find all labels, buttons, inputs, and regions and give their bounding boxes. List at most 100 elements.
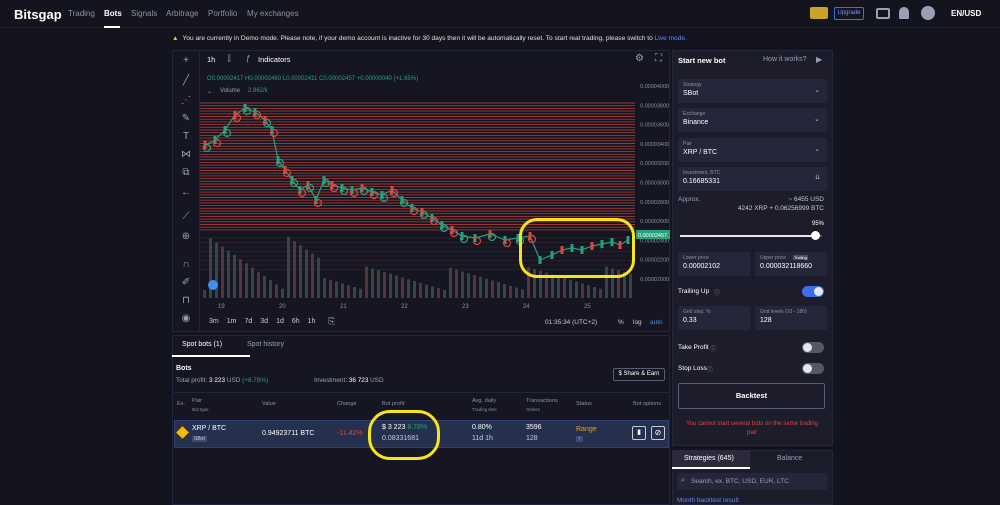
text-tool-icon[interactable]: T [182, 131, 190, 142]
lock-draw-icon[interactable]: ✐ [181, 277, 191, 288]
tab-spot-bots[interactable]: Spot bots (1) [182, 341, 223, 348]
volume-bar [365, 266, 368, 298]
interval-selector[interactable]: 1h [207, 55, 216, 64]
price-tick-label: 0.00003600 [640, 123, 669, 129]
magnet-icon[interactable]: ∩ [182, 259, 190, 270]
tab-spot-history[interactable]: Spot history [247, 341, 284, 348]
language-currency-selector[interactable]: EN/USD [951, 9, 982, 18]
range-6h[interactable]: 6h [291, 318, 300, 325]
order-marker [252, 110, 262, 120]
trendline-icon[interactable]: ╱ [182, 75, 190, 86]
col-avg-daily[interactable]: Avg. daily [472, 398, 497, 404]
handshake-icon[interactable] [810, 7, 828, 19]
logo[interactable]: Bitsgap [14, 7, 62, 22]
range-7d[interactable]: 7d [244, 318, 253, 325]
fib-icon[interactable]: ⋰ [181, 95, 191, 106]
col-transactions[interactable]: Transactions [526, 398, 558, 404]
col-value[interactable]: Value [262, 401, 276, 407]
back-arrow-icon[interactable]: ← [181, 187, 191, 198]
grid-levels-input[interactable]: Grid levels (10 - 180) 128 [755, 306, 827, 330]
stop-loss-toggle[interactable] [802, 363, 824, 374]
info-icon[interactable]: ⓘ [710, 347, 717, 353]
volume-bar [275, 284, 278, 298]
panel-title: Start new bot [678, 56, 726, 65]
log-scale-button[interactable]: log [633, 319, 642, 326]
investment-slider-handle[interactable] [810, 231, 820, 240]
range-1m[interactable]: 1m [226, 318, 237, 325]
nav-arbitrage[interactable]: Arbitrage [166, 9, 199, 18]
exchange-select[interactable]: Exchange Binance ⌄ [678, 108, 827, 132]
max-icon[interactable]: ⇊ [814, 175, 820, 181]
grid-step-input[interactable]: Grid step, % 0.33 [678, 306, 750, 330]
range-3d[interactable]: 3d [260, 318, 269, 325]
range-3m[interactable]: 3m [209, 318, 219, 325]
lower-price-input[interactable]: Lower price 0.00002102 [678, 252, 750, 276]
avatar[interactable] [921, 6, 935, 20]
row-profit: $ 3 223 8.78% [382, 424, 428, 431]
backtest-button[interactable]: Backtest [678, 383, 825, 409]
play-icon[interactable]: ▶ [816, 55, 823, 64]
live-mode-link[interactable]: Live mode. [654, 35, 687, 42]
nav-portfolio[interactable]: Portfolio [208, 9, 238, 18]
volume-toggle-icon[interactable]: ⌄ [207, 89, 213, 95]
share-earn-button[interactable]: $ Share & Earn [613, 368, 665, 381]
zoom-icon[interactable]: ⊕ [181, 231, 191, 242]
candle [590, 242, 594, 250]
search-icon: ⌕ [681, 477, 685, 484]
pattern-icon[interactable]: ⋈ [181, 149, 191, 160]
stats-icon[interactable]: ▮ [632, 426, 646, 440]
col-bot-profit[interactable]: Bot profit [382, 401, 405, 407]
wallet-icon[interactable] [876, 8, 890, 19]
info-icon[interactable]: ⓘ [714, 291, 721, 297]
candle [610, 238, 614, 246]
approx-usd: ~ 6455 USD [788, 196, 824, 203]
crosshair-icon[interactable]: + [183, 55, 189, 66]
lock-icon[interactable]: ⊓ [182, 295, 190, 306]
nav-bots[interactable]: Bots [104, 9, 122, 18]
chart-settings-icon[interactable]: ⚙ [635, 53, 644, 64]
nav-signals[interactable]: Signals [131, 9, 158, 18]
percent-scale-button[interactable]: % [618, 319, 624, 326]
stop-bot-icon[interactable]: ⊘ [651, 426, 665, 440]
volume-bar [209, 238, 212, 298]
pair-select[interactable]: Pair XRP / BTC ⌄ [678, 138, 827, 162]
investment-input[interactable]: Investment, BTC 0.16685331 ⇊ [678, 167, 827, 191]
fullscreen-icon[interactable]: ⛶ [655, 53, 662, 64]
col-pair[interactable]: Pair [192, 398, 202, 404]
volume-bar [593, 287, 596, 298]
upgrade-button[interactable]: Upgrade [834, 7, 864, 20]
brush-icon[interactable]: ✎ [181, 113, 191, 124]
order-marker [275, 158, 285, 168]
price-chart[interactable]: 0.00004000 0.00003800 0.00003600 0.00003400… [200, 50, 670, 332]
tab-strategies[interactable]: Strategies (645) [684, 455, 734, 462]
tab-balance[interactable]: Balance [777, 455, 803, 462]
indicators-icon[interactable]: ƒ [246, 54, 251, 63]
col-change[interactable]: Change [337, 401, 357, 407]
date-range-icon[interactable]: ⎘ [328, 316, 336, 326]
how-it-works-link[interactable]: How it works? [763, 56, 807, 63]
nav-trading[interactable]: Trading [68, 9, 95, 18]
info-icon[interactable]: ⓘ [707, 368, 714, 374]
volume-bar [569, 279, 572, 298]
volume-bar [539, 270, 542, 298]
prediction-icon[interactable]: ⧉ [182, 167, 190, 178]
eye-icon[interactable]: ◉ [181, 313, 191, 324]
take-profit-toggle[interactable] [802, 342, 824, 353]
order-marker [349, 188, 359, 198]
bell-icon[interactable] [899, 7, 909, 19]
auto-scale-button[interactable]: auto [650, 319, 663, 326]
strategy-select[interactable]: Strategy SBot ⌄ [678, 79, 827, 103]
ruler-icon[interactable]: ⟋ [182, 211, 190, 222]
strategy-search-input[interactable] [677, 473, 827, 490]
col-status[interactable]: Status [576, 401, 592, 407]
trailing-up-toggle[interactable] [802, 286, 824, 297]
range-1d[interactable]: 1d [276, 318, 284, 325]
nav-my-exchanges[interactable]: My exchanges [247, 9, 299, 18]
upper-price-input[interactable]: Upper price Trailing 0.000032118660 [755, 252, 827, 276]
range-1h[interactable]: 1h [307, 318, 316, 325]
volume-bar [461, 271, 464, 298]
investment-slider-track[interactable] [680, 235, 822, 237]
indicators-button[interactable]: Indicators [258, 55, 291, 64]
compare-icon[interactable]: ⫿ [228, 54, 231, 63]
highlight-circle-chart [519, 218, 635, 278]
